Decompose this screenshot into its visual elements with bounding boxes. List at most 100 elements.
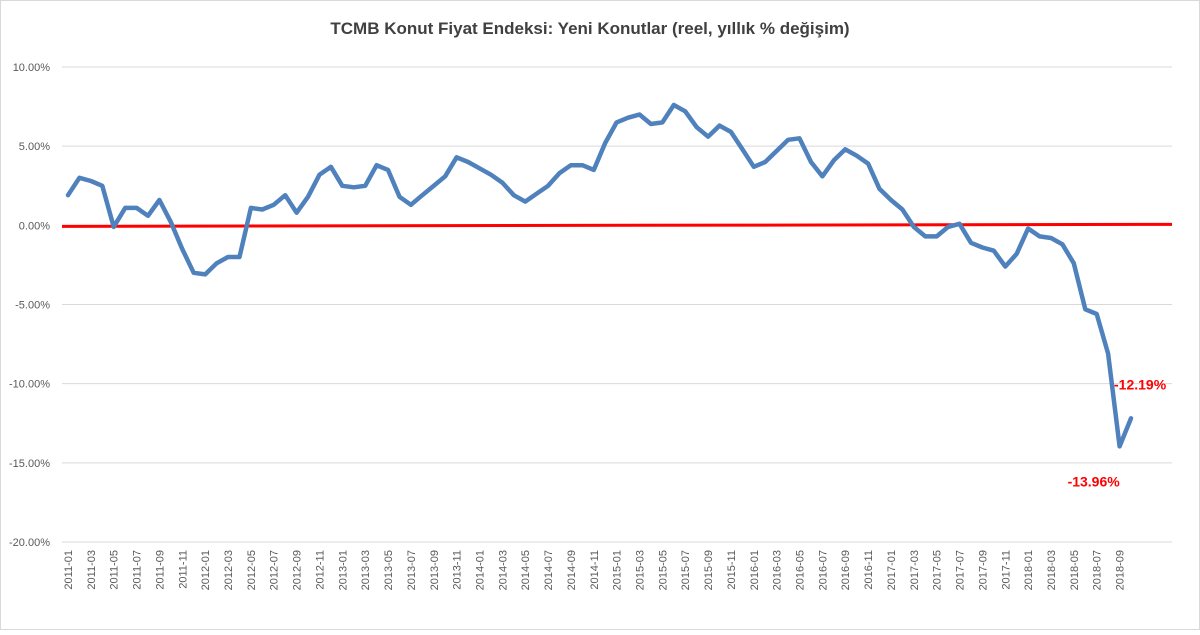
data-point <box>992 249 996 253</box>
data-point <box>135 206 139 210</box>
x-tick-label: 2011-11 <box>177 550 189 589</box>
x-tick-label: 2013-07 <box>406 550 418 590</box>
data-point <box>1083 307 1087 311</box>
data-point <box>112 225 116 229</box>
x-tick-label: 2014-11 <box>589 550 601 590</box>
data-point <box>843 147 847 151</box>
data-point <box>443 174 447 178</box>
x-tick-label: 2015-09 <box>703 550 715 590</box>
x-tick-label: 2016-03 <box>772 550 784 590</box>
data-point <box>820 174 824 178</box>
data-point <box>855 154 859 158</box>
data-point <box>546 184 550 188</box>
x-tick-label: 2011-09 <box>154 550 166 590</box>
data-point <box>638 113 642 117</box>
x-tick-label: 2015-11 <box>726 550 738 590</box>
data-point <box>89 179 93 183</box>
data-point <box>626 116 630 120</box>
data-point <box>512 193 516 197</box>
data-point <box>763 160 767 164</box>
data-point <box>878 187 882 191</box>
data-point <box>832 158 836 162</box>
x-tick-label: 2014-05 <box>520 550 532 590</box>
data-point <box>809 160 813 164</box>
data-point <box>1129 416 1133 420</box>
data-point <box>569 163 573 167</box>
data-point <box>329 165 333 169</box>
x-tick-label: 2013-01 <box>337 550 349 590</box>
y-tick-label: -5.00% <box>15 300 50 312</box>
data-point <box>557 171 561 175</box>
data-point <box>420 193 424 197</box>
y-axis-tick-labels: 10.00% 5.00% 0.00% -5.00% -10.00% -15.00% -20.… <box>9 62 50 549</box>
data-point <box>295 211 299 215</box>
x-tick-label: 2012-05 <box>246 550 258 590</box>
data-point <box>340 184 344 188</box>
x-tick-label: 2018-01 <box>1023 550 1035 590</box>
x-tick-label: 2018-09 <box>1115 550 1127 590</box>
data-point <box>260 208 264 212</box>
data-point <box>535 192 539 196</box>
data-point <box>1072 261 1076 265</box>
data-point <box>77 176 81 180</box>
data-point <box>409 203 413 207</box>
x-tick-label: 2015-03 <box>635 550 647 590</box>
x-tick-label: 2011-07 <box>132 550 144 590</box>
data-point <box>935 234 939 238</box>
x-tick-label: 2012-01 <box>200 550 212 590</box>
data-point <box>672 103 676 107</box>
x-tick-label: 2018-03 <box>1046 550 1058 590</box>
y-tick-label: 0.00% <box>19 220 50 232</box>
data-point <box>146 214 150 218</box>
data-point <box>1015 252 1019 256</box>
data-point <box>1095 312 1099 316</box>
x-tick-label: 2018-05 <box>1069 550 1081 590</box>
data-point <box>866 162 870 166</box>
x-tick-label: 2014-07 <box>543 550 555 590</box>
data-point <box>592 168 596 172</box>
data-point <box>798 136 802 140</box>
data-point <box>958 222 962 226</box>
data-point <box>980 246 984 250</box>
x-tick-label: 2017-03 <box>909 550 921 590</box>
zero-line <box>61 222 1173 228</box>
x-tick-label: 2013-03 <box>360 550 372 590</box>
data-point <box>683 109 687 113</box>
data-point <box>1060 242 1064 246</box>
data-point <box>169 220 173 224</box>
x-tick-label: 2014-03 <box>497 550 509 590</box>
x-tick-label: 2013-05 <box>383 550 395 590</box>
data-point <box>455 155 459 159</box>
x-tick-label: 2011-01 <box>63 550 75 590</box>
data-point <box>432 184 436 188</box>
data-point <box>923 234 927 238</box>
x-tick-label: 2016-01 <box>749 550 761 590</box>
data-point <box>1026 227 1030 231</box>
x-tick-label: 2012-09 <box>292 550 304 590</box>
data-point <box>740 147 744 151</box>
data-point <box>1038 234 1042 238</box>
data-point <box>123 206 127 210</box>
data-point <box>283 193 287 197</box>
data-point <box>477 166 481 170</box>
zero-reference-line <box>61 222 1173 228</box>
x-tick-label: 2016-07 <box>817 550 829 590</box>
data-point <box>66 193 70 197</box>
data-point <box>1106 352 1110 356</box>
data-point <box>580 163 584 167</box>
y-tick-label: -15.00% <box>9 458 50 470</box>
series-line <box>65 102 1134 449</box>
x-tick-label: 2018-07 <box>1092 550 1104 590</box>
data-point <box>500 181 504 185</box>
data-point <box>946 225 950 229</box>
data-point <box>157 198 161 202</box>
data-point <box>706 135 710 139</box>
data-point <box>466 160 470 164</box>
x-tick-label: 2012-11 <box>314 550 326 590</box>
x-tick-label: 2015-01 <box>612 550 624 590</box>
data-point <box>775 149 779 153</box>
y-tick-label: -10.00% <box>9 379 50 391</box>
data-point <box>237 255 241 259</box>
